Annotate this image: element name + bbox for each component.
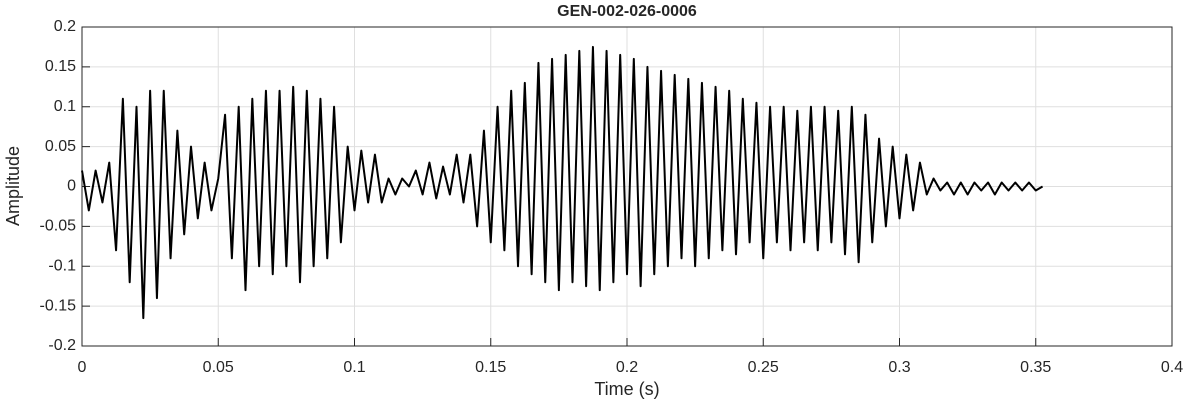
y-tick-label: -0.15 bbox=[40, 297, 77, 314]
x-tick-label: 0.35 bbox=[1020, 359, 1051, 376]
y-tick-label: 0.1 bbox=[54, 98, 76, 115]
y-tick-label: 0.05 bbox=[45, 138, 76, 155]
x-tick-label: 0.05 bbox=[203, 359, 234, 376]
x-tick-label: 0.25 bbox=[748, 359, 779, 376]
x-tick-label: 0.1 bbox=[343, 359, 365, 376]
y-axis-label: Amplitude bbox=[3, 146, 23, 226]
x-tick-label: 0 bbox=[78, 359, 87, 376]
x-axis-label: Time (s) bbox=[594, 379, 659, 399]
plot-frame bbox=[81, 26, 1173, 347]
y-tick-label: 0.15 bbox=[45, 58, 76, 75]
waveform-line bbox=[81, 45, 1044, 320]
x-tick-label: 0.4 bbox=[1161, 359, 1183, 376]
y-tick-label: 0.2 bbox=[54, 18, 76, 35]
y-tick-label: -0.2 bbox=[48, 337, 76, 354]
y-tick-label: -0.1 bbox=[48, 257, 76, 274]
x-tick-label: 0.2 bbox=[616, 359, 638, 376]
x-tick-label: 0.15 bbox=[475, 359, 506, 376]
chart-title: GEN-002-026-0006 bbox=[557, 3, 697, 20]
y-tick-label: 0 bbox=[67, 178, 76, 195]
x-tick-label: 0.3 bbox=[888, 359, 910, 376]
y-tick-label: -0.05 bbox=[40, 218, 77, 235]
